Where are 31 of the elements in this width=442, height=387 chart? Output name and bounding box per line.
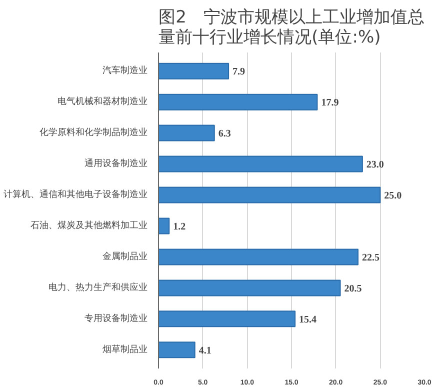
bar [158,310,296,328]
data-label: 25.0 [384,190,402,202]
data-label: 15.4 [299,314,317,326]
y-tick-label: 汽车制造业 [102,65,148,76]
data-label: 1.2 [173,221,186,232]
bar [158,248,358,266]
y-tick-label: 计算机、通信和其他电子设备制造业 [4,189,148,200]
data-label: 7.9 [232,66,246,78]
bar [158,156,363,172]
y-tick-label: 化学原料和化学制品制造业 [40,127,148,138]
y-tick-label: 通用设备制造业 [84,158,148,170]
y-tick-label: 专用设备制造业 [84,312,148,324]
chart-title: 图2 宁波市规模以上工业增加值总量前十行业增长情况(单位:%) [158,8,424,48]
data-label: 23.0 [366,160,384,171]
bar [158,280,341,296]
y-tick-label: 金属制品业 [102,250,148,262]
bar [158,62,230,80]
bar [158,124,215,142]
y-tick-label: 电力、热力生产和供应业 [48,282,148,293]
data-label: 6.3 [218,128,231,140]
y-tick-label: 烟草制品业 [102,344,148,355]
bar [158,94,318,110]
data-label: 22.5 [362,252,380,264]
data-label: 4.1 [198,345,212,356]
y-tick-label: 电气机械和器材制造业 [58,96,148,108]
y-tick-label: 石油、煤炭及其他燃料加工业 [30,220,148,231]
bar [158,186,381,204]
bar [158,218,170,234]
data-label: 20.5 [344,283,362,294]
data-label: 17.9 [321,98,339,109]
bar [158,342,196,358]
